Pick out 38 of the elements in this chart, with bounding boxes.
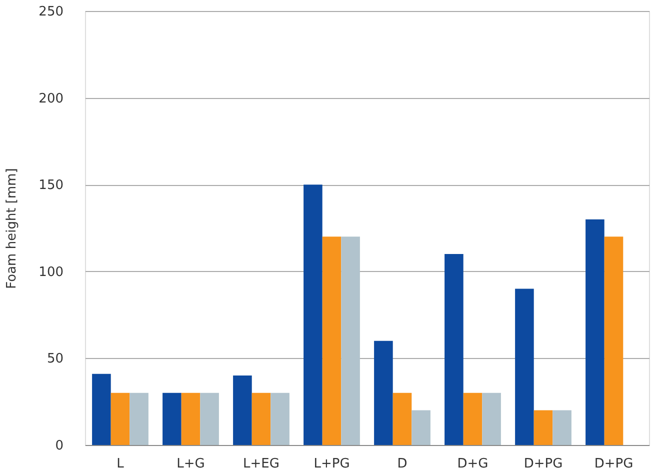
bar <box>534 410 553 445</box>
bar <box>130 392 148 445</box>
x-tick-label: L+EG <box>243 456 280 472</box>
bar <box>252 392 271 445</box>
bar <box>463 392 482 445</box>
x-tick-label: L+PG <box>314 456 350 472</box>
bar <box>181 392 200 445</box>
bar <box>412 410 430 445</box>
y-tick-label: 0 <box>55 438 64 454</box>
y-tick-label: 200 <box>38 91 64 106</box>
x-tick-label: L <box>116 456 125 472</box>
bar <box>270 392 290 445</box>
bar <box>200 392 219 445</box>
bar <box>374 340 393 445</box>
bar <box>604 236 624 445</box>
y-tick-label: 150 <box>38 178 64 194</box>
bar <box>110 392 130 445</box>
bar <box>586 219 604 445</box>
x-tick-label: D+PG <box>524 456 563 472</box>
bar <box>552 410 572 445</box>
y-axis-title: Foam height [mm] <box>4 168 20 289</box>
x-tick-label: L+G <box>176 456 205 472</box>
y-tick-label: 100 <box>38 264 64 280</box>
bar <box>341 236 360 445</box>
bar <box>392 392 412 445</box>
bar <box>92 374 111 445</box>
bar <box>233 376 252 445</box>
x-tick-label: D <box>397 456 408 472</box>
x-tick-label: D+PG <box>594 456 634 472</box>
bar <box>515 288 534 445</box>
y-tick-label: 50 <box>46 352 64 367</box>
x-tick-label: D+G <box>457 456 488 472</box>
bar <box>444 254 464 445</box>
bar <box>304 184 322 445</box>
bar <box>162 392 182 445</box>
bar <box>322 236 342 445</box>
y-tick-label: 250 <box>38 4 64 20</box>
bar <box>482 392 501 445</box>
